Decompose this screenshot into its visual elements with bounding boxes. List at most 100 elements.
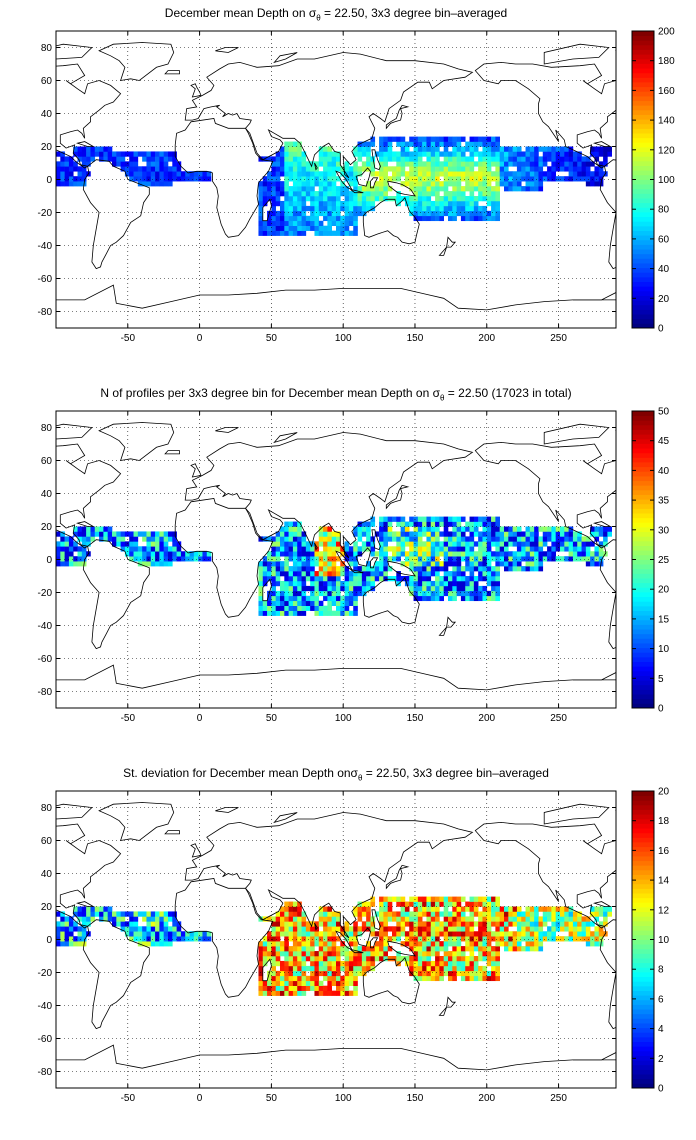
data-cell xyxy=(568,176,574,182)
data-cell xyxy=(331,161,337,167)
data-cell xyxy=(336,166,341,172)
data-cell xyxy=(564,161,569,167)
data-cell xyxy=(310,946,315,952)
data-cell xyxy=(366,566,371,572)
data-cell xyxy=(288,531,294,537)
data-cell xyxy=(460,965,466,972)
x-tick-label: 150 xyxy=(407,333,424,344)
data-cell xyxy=(413,960,419,967)
data-cell xyxy=(280,220,285,226)
data-cell xyxy=(176,551,182,557)
data-cell xyxy=(387,136,393,142)
data-cell xyxy=(297,541,302,547)
coastline xyxy=(164,70,180,75)
data-cell xyxy=(387,556,393,562)
data-cell xyxy=(422,176,427,182)
data-cell xyxy=(336,936,341,942)
data-cell xyxy=(172,911,177,917)
data-cell xyxy=(336,595,341,602)
data-cell xyxy=(64,171,70,177)
data-cell xyxy=(60,926,65,932)
x-tick-label: 50 xyxy=(266,333,278,344)
gridlines xyxy=(56,31,616,328)
data-cell xyxy=(271,990,276,996)
data-cell xyxy=(460,595,466,602)
data-cell xyxy=(280,600,285,606)
data-cell xyxy=(142,536,147,542)
data-cell xyxy=(426,200,432,207)
data-cell xyxy=(64,561,70,567)
data-cell xyxy=(288,585,294,592)
data-cell xyxy=(275,556,281,562)
data-cell xyxy=(430,526,436,532)
data-cell xyxy=(469,536,475,542)
colorbar-step xyxy=(632,267,654,273)
data-cell xyxy=(417,536,423,542)
data-cell xyxy=(357,151,363,157)
data-cell xyxy=(387,546,393,552)
data-cell xyxy=(146,166,152,172)
data-cell xyxy=(473,521,479,527)
data-cell xyxy=(280,916,285,922)
data-cell xyxy=(159,546,164,552)
data-cell xyxy=(469,136,475,142)
data-cell xyxy=(603,911,608,917)
data-cell xyxy=(56,931,61,937)
data-cell xyxy=(473,186,479,192)
data-cell xyxy=(90,526,96,532)
coastline xyxy=(56,803,93,820)
data-cell xyxy=(469,965,475,972)
data-cell xyxy=(581,551,587,557)
data-cell xyxy=(525,556,531,562)
data-cell xyxy=(491,571,496,577)
data-cell xyxy=(473,946,479,952)
data-cell xyxy=(340,946,345,952)
data-cell xyxy=(396,576,401,582)
data-cell xyxy=(478,151,483,157)
data-cell xyxy=(258,225,264,231)
data-cell xyxy=(336,946,341,952)
data-cell xyxy=(112,151,117,157)
data-cell xyxy=(581,171,587,177)
data-cell xyxy=(486,171,492,177)
data-cell xyxy=(323,151,328,157)
data-cell xyxy=(521,566,526,572)
data-cell xyxy=(473,516,479,522)
data-cell xyxy=(318,985,324,991)
data-cell xyxy=(443,911,449,917)
data-cell xyxy=(180,176,186,182)
data-cell xyxy=(465,551,470,557)
data-cell xyxy=(258,590,264,597)
data-cell xyxy=(504,531,509,537)
data-cell xyxy=(99,146,104,152)
data-cell xyxy=(482,566,488,572)
data-cell xyxy=(297,536,302,542)
data-cell xyxy=(482,526,488,532)
data-cell xyxy=(361,580,367,587)
data-cell xyxy=(538,541,544,547)
data-cell xyxy=(482,531,488,537)
data-cell xyxy=(482,551,488,557)
data-cell xyxy=(314,941,320,947)
data-cell xyxy=(452,916,457,922)
data-cell xyxy=(155,541,160,547)
data-cell xyxy=(262,941,268,947)
colorbar-step xyxy=(632,1041,654,1047)
data-cell xyxy=(448,521,453,527)
data-cell xyxy=(443,956,449,962)
data-cell xyxy=(370,161,376,167)
data-cell xyxy=(499,911,505,917)
y-tick-label: 80 xyxy=(41,803,53,814)
data-cell xyxy=(426,136,432,142)
data-cell xyxy=(396,901,401,907)
data-cell xyxy=(560,916,565,922)
data-cell xyxy=(547,146,552,152)
data-cell xyxy=(478,970,483,977)
data-cell xyxy=(542,176,548,182)
data-cell xyxy=(439,941,444,947)
data-cell xyxy=(590,171,595,177)
data-cell xyxy=(301,566,307,572)
data-cell xyxy=(353,985,358,991)
data-cell xyxy=(73,531,78,537)
data-cell xyxy=(564,936,569,942)
